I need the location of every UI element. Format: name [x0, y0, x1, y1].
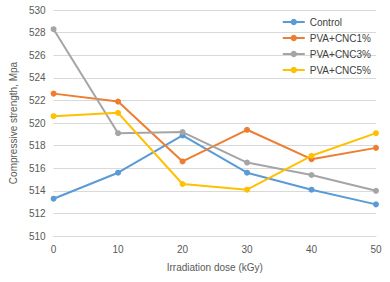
svg-text:512: 512 [29, 208, 46, 219]
svg-text:516: 516 [29, 163, 46, 174]
svg-text:510: 510 [29, 231, 46, 242]
svg-text:0: 0 [51, 244, 57, 255]
svg-text:40: 40 [306, 244, 318, 255]
svg-text:PVA+CNC1%: PVA+CNC1% [310, 33, 371, 44]
svg-text:30: 30 [241, 244, 253, 255]
svg-text:526: 526 [29, 50, 46, 61]
svg-text:518: 518 [29, 140, 46, 151]
svg-text:514: 514 [29, 185, 46, 196]
svg-text:PVA+CNC5%: PVA+CNC5% [310, 65, 371, 76]
svg-text:Control: Control [310, 17, 342, 28]
svg-text:Irradiation dose (kGy): Irradiation dose (kGy) [167, 262, 263, 273]
svg-text:50: 50 [370, 244, 382, 255]
svg-text:524: 524 [29, 72, 46, 83]
svg-text:520: 520 [29, 118, 46, 129]
svg-text:530: 530 [29, 5, 46, 16]
svg-text:10: 10 [113, 244, 125, 255]
svg-text:Compressive strength, Mpa: Compressive strength, Mpa [8, 61, 19, 184]
svg-text:528: 528 [29, 27, 46, 38]
svg-text:20: 20 [177, 244, 189, 255]
svg-text:PVA+CNC3%: PVA+CNC3% [310, 49, 371, 60]
svg-text:522: 522 [29, 95, 46, 106]
